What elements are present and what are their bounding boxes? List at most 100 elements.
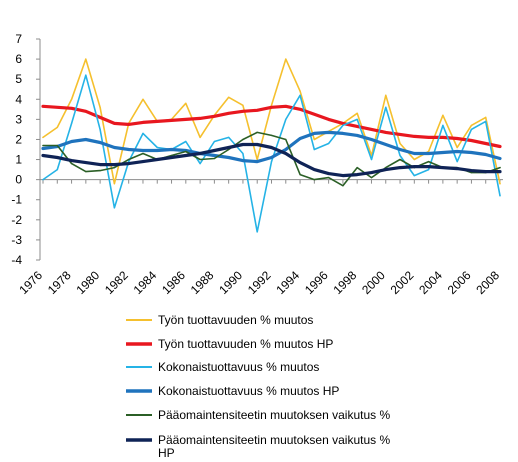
data-point: [270, 134, 273, 136]
data-point: [113, 122, 115, 124]
data-point: [385, 169, 387, 171]
data-point: [185, 154, 187, 157]
data-point: [42, 179, 44, 181]
data-point: [356, 125, 358, 127]
data-point: [385, 94, 387, 96]
data-point: [428, 166, 430, 168]
y-tick-label: -1: [11, 193, 22, 207]
data-point: [256, 109, 258, 111]
x-tick-label: 2002: [388, 268, 417, 297]
data-point: [299, 162, 301, 164]
data-point: [42, 147, 44, 150]
data-point: [156, 149, 158, 152]
data-point: [42, 136, 44, 138]
data-point: [399, 142, 401, 145]
data-point: [356, 174, 358, 176]
x-tick-label: 2000: [359, 268, 388, 297]
data-point: [370, 138, 373, 141]
data-point: [328, 177, 330, 179]
data-point: [213, 154, 215, 157]
data-point: [156, 120, 158, 122]
data-point: [485, 120, 487, 122]
data-point: [470, 128, 472, 130]
x-tick-label: 1994: [273, 268, 302, 297]
data-point: [56, 156, 58, 159]
data-point: [99, 170, 101, 172]
data-point: [99, 106, 101, 108]
chart-axes: -4 -3 -2 -1 0 1 2 3 4 5 6 7 1976 1978 1980 1982 1984 1986…: [11, 32, 503, 297]
data-point: [199, 152, 201, 155]
data-point: [499, 195, 501, 197]
data-point: [113, 146, 115, 149]
data-point: [413, 135, 415, 137]
data-point: [399, 133, 401, 135]
data-point: [285, 138, 287, 141]
data-point: [142, 132, 144, 134]
data-point: [299, 174, 301, 176]
data-point: [499, 145, 501, 148]
data-point: [370, 172, 373, 174]
data-point: [228, 112, 230, 114]
data-point: [142, 152, 144, 155]
data-point: [385, 143, 387, 146]
data-point: [470, 139, 472, 142]
x-tick-label: 1978: [45, 268, 74, 297]
data-point: [442, 114, 444, 116]
data-point: [270, 146, 273, 149]
data-point: [356, 118, 358, 120]
data-point: [213, 149, 215, 152]
data-point: [442, 136, 444, 138]
y-tick-label: 4: [15, 92, 22, 106]
data-point: [256, 161, 258, 163]
data-point: [128, 158, 130, 161]
data-point: [199, 163, 201, 165]
data-point: [370, 177, 373, 179]
data-point: [199, 158, 201, 161]
data-point: [256, 143, 258, 146]
legend-label: Kokonaistuottavuus % muutos HP: [158, 384, 339, 398]
data-point: [399, 158, 401, 161]
data-point: [470, 172, 472, 174]
series-group: [41, 104, 502, 149]
series-group: [41, 142, 502, 178]
data-point: [128, 163, 130, 165]
data-point: [71, 140, 73, 143]
data-point: [370, 128, 373, 130]
x-tick-label: 1984: [131, 268, 160, 297]
y-tick-label: -3: [11, 233, 22, 247]
data-point: [199, 136, 201, 138]
data-point: [156, 158, 158, 161]
x-tick-label: 1992: [245, 268, 274, 297]
x-tick-label: 1982: [102, 268, 131, 297]
data-point: [356, 112, 358, 114]
data-point: [156, 146, 158, 149]
data-point: [113, 207, 115, 209]
data-point: [128, 123, 130, 125]
data-point: [85, 162, 87, 164]
data-point: [99, 164, 101, 166]
x-tick-label: 1986: [159, 268, 188, 297]
x-tick-label: 1988: [188, 268, 217, 297]
data-point: [342, 132, 344, 134]
legend-label-line: HP: [158, 446, 175, 460]
data-point: [442, 124, 444, 126]
x-tick-label: 1996: [302, 268, 331, 297]
data-point: [113, 167, 115, 169]
data-point: [56, 106, 58, 108]
data-point: [242, 152, 244, 155]
data-point: [442, 151, 444, 154]
data-point: [456, 150, 458, 153]
data-point: [142, 149, 144, 152]
x-tick-label: 2006: [445, 268, 474, 297]
data-point: [85, 58, 87, 60]
data-point: [356, 134, 358, 136]
data-point: [470, 124, 472, 126]
legend-label: Pääomaintensiteetin muutoksen vaikutus %…: [158, 433, 390, 460]
data-point: [270, 161, 273, 163]
data-point: [71, 163, 73, 165]
data-point: [256, 131, 258, 133]
data-point: [128, 161, 130, 163]
chart-series: [41, 58, 502, 233]
data-point: [342, 185, 344, 187]
